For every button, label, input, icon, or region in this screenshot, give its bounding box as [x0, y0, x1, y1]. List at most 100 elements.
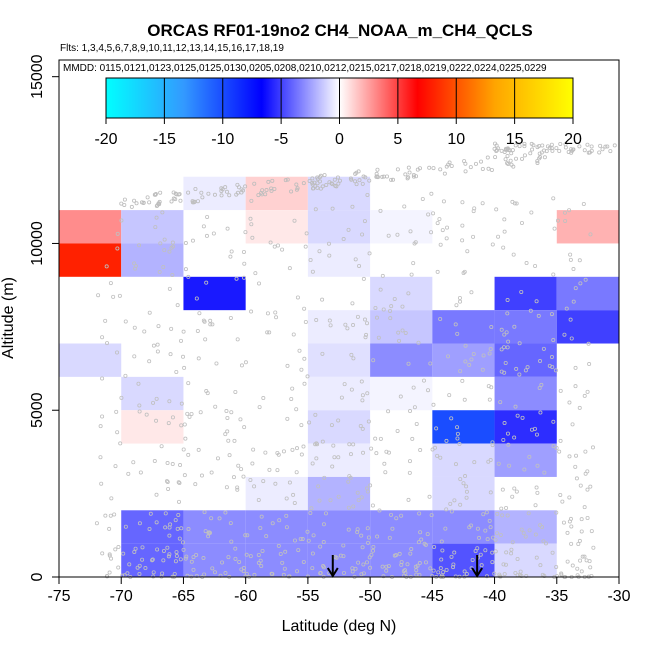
track-point	[386, 409, 391, 414]
track-point	[435, 453, 440, 458]
track-point	[167, 399, 172, 404]
track-point	[341, 543, 346, 548]
track-point	[280, 247, 285, 252]
y-tick-label: 15000	[29, 54, 46, 99]
track-point	[429, 513, 434, 518]
track-point	[463, 161, 468, 166]
track-point	[406, 497, 411, 502]
y-axis-label: Altitude (m)	[0, 277, 17, 359]
track-point	[375, 167, 380, 172]
track-point	[190, 199, 195, 204]
track-point	[315, 175, 320, 180]
track-point	[367, 251, 372, 256]
track-point	[490, 443, 495, 448]
track-point	[438, 566, 443, 571]
track-point	[360, 232, 365, 237]
track-point	[574, 453, 579, 458]
heatmap-cells	[59, 176, 619, 577]
track-point	[400, 328, 405, 333]
track-point	[496, 461, 501, 466]
track-point	[380, 564, 385, 569]
track-point	[409, 272, 414, 277]
track-point	[268, 240, 273, 245]
track-point	[292, 218, 297, 223]
track-point	[173, 559, 178, 564]
track-point	[223, 185, 228, 190]
track-point	[389, 304, 394, 309]
track-point	[242, 425, 247, 430]
track-point	[302, 381, 307, 386]
track-point	[137, 571, 142, 576]
track-point	[583, 277, 588, 282]
track-point	[485, 155, 490, 160]
track-point	[176, 480, 181, 485]
track-point	[277, 518, 282, 523]
track-point	[582, 148, 587, 153]
track-point	[490, 440, 495, 445]
track-point	[132, 198, 137, 203]
track-point	[384, 568, 389, 573]
track-point	[238, 417, 243, 422]
track-point	[194, 573, 199, 578]
track-point	[173, 197, 178, 202]
track-point	[449, 554, 454, 559]
track-point	[183, 267, 188, 272]
track-point	[438, 455, 443, 460]
track-point	[502, 217, 507, 222]
track-point	[577, 258, 582, 263]
track-point	[399, 513, 404, 518]
track-point	[176, 499, 181, 504]
track-point	[181, 547, 186, 552]
track-point	[490, 560, 495, 565]
track-point	[191, 567, 196, 572]
track-point	[401, 569, 406, 574]
track-point	[239, 467, 244, 472]
track-point	[573, 286, 578, 291]
track-point	[264, 188, 269, 193]
track-point	[186, 381, 191, 386]
track-point	[154, 520, 159, 525]
track-point	[423, 560, 428, 565]
track-point	[294, 182, 299, 187]
track-point	[570, 422, 575, 427]
track-point	[414, 568, 419, 573]
track-point	[295, 186, 300, 191]
track-point	[539, 382, 544, 387]
track-point	[157, 202, 162, 207]
track-point	[553, 368, 558, 373]
heatmap-cell	[432, 443, 495, 477]
track-point	[150, 558, 155, 563]
track-point	[505, 513, 510, 518]
track-point	[311, 186, 316, 191]
track-point	[318, 173, 323, 178]
track-point	[438, 317, 443, 322]
track-point	[252, 484, 257, 489]
track-point	[408, 229, 413, 234]
track-point	[470, 557, 475, 562]
track-point	[561, 520, 566, 525]
track-point	[552, 226, 557, 231]
track-point	[429, 191, 434, 196]
track-point	[576, 541, 581, 546]
track-point	[353, 257, 358, 262]
track-point	[362, 219, 367, 224]
track-point	[551, 444, 556, 449]
track-point	[206, 534, 211, 539]
arrows	[326, 555, 483, 578]
heatmap-cell	[183, 510, 246, 544]
plot-frame	[58, 59, 620, 578]
track-point	[100, 376, 105, 381]
track-point	[520, 156, 525, 161]
track-point	[303, 244, 308, 249]
track-point	[568, 257, 573, 262]
y-tick-label: 10000	[29, 221, 46, 266]
track-point	[287, 574, 292, 579]
track-point	[156, 324, 161, 329]
heatmap-cell	[494, 410, 557, 444]
track-point	[260, 548, 265, 553]
track-point	[167, 286, 172, 291]
track-point	[241, 474, 246, 479]
track-point	[356, 498, 361, 503]
track-point	[505, 431, 510, 436]
track-point	[421, 378, 426, 383]
